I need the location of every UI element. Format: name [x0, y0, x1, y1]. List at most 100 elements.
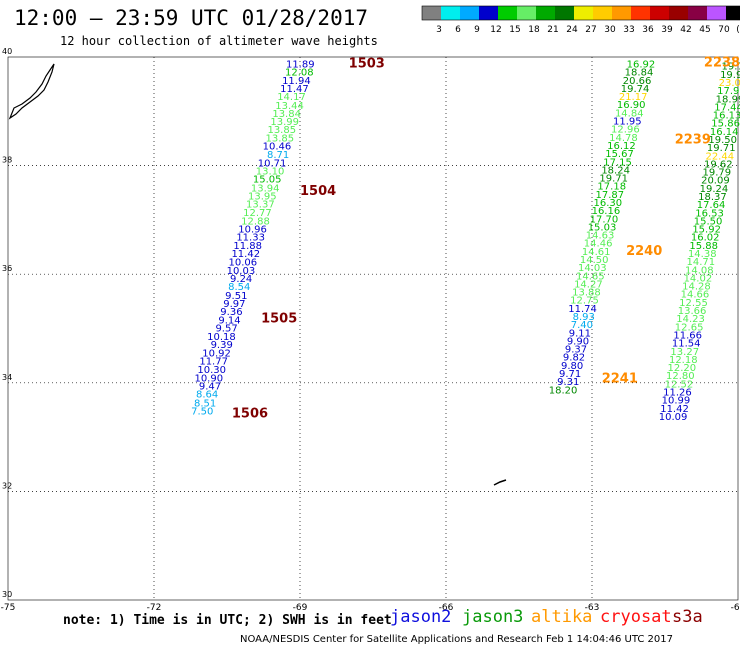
scale-swatch — [498, 6, 517, 20]
mission-altika: altika — [531, 607, 593, 627]
wave-height-value: 20.09 — [701, 176, 730, 187]
wave-height-value: 9.11 — [569, 328, 591, 339]
wave-height-value: 15.92 — [692, 225, 721, 236]
wave-height-value: 14.27 — [574, 279, 603, 290]
scale-swatch — [479, 6, 498, 20]
wave-height-value: 10.18 — [207, 332, 236, 343]
wave-height-value: 12.52 — [665, 379, 694, 390]
wave-height-value: 17.18 — [597, 182, 626, 193]
wave-height-value: 12.88 — [241, 216, 270, 227]
scale-swatch — [536, 6, 555, 20]
wave-height-value: 13.44 — [275, 101, 304, 112]
x-tick-label: -66 — [439, 603, 454, 610]
wave-height-value: 12.20 — [668, 363, 697, 374]
scale-swatch — [650, 6, 669, 20]
wave-height-value: 12.65 — [675, 322, 704, 333]
wave-height-value: 9.97 — [223, 299, 245, 310]
y-tick-label: 36 — [2, 264, 12, 273]
wave-height-value: 16.90 — [617, 100, 646, 111]
wave-height-value: 10.46 — [263, 142, 292, 153]
wave-height-value: 11.42 — [660, 404, 689, 415]
wave-height-value: 9.47 — [199, 382, 221, 393]
pass-time-label: 1505 — [261, 312, 297, 327]
y-tick-label: 40 — [2, 47, 12, 56]
wave-height-value: 12.18 — [669, 355, 698, 366]
wave-height-value: 9.82 — [563, 353, 585, 364]
y-tick-label: 32 — [2, 481, 12, 490]
wave-height-value: 8.71 — [267, 150, 289, 161]
wave-height-value: 11.94 — [282, 76, 311, 87]
scale-label: 9 — [474, 25, 480, 34]
scale-swatch — [460, 6, 479, 20]
wave-height-value: 19.50 — [708, 135, 737, 146]
wave-height-value: 16.53 — [695, 208, 724, 219]
wave-height-value: 10.92 — [202, 348, 231, 359]
wave-height-value: 16.30 — [594, 198, 623, 209]
wave-height-value: 14.17 — [277, 92, 306, 103]
wave-height-value: 12.55 — [679, 298, 708, 309]
wave-height-value: 10.09 — [659, 412, 688, 423]
wave-height-value: 17.15 — [603, 157, 632, 168]
wave-height-value: 13.95 — [248, 191, 277, 202]
wave-height-value: 13.66 — [678, 306, 707, 317]
wave-height-value: 13.94 — [251, 183, 280, 194]
wave-height-value: 19.74 — [621, 84, 650, 95]
scale-label: 36 — [642, 25, 654, 34]
scale-swatch — [631, 6, 650, 20]
wave-height-value: 14.03 — [578, 263, 607, 274]
wave-height-value: 14.78 — [609, 133, 638, 144]
scale-swatch — [574, 6, 593, 20]
wave-height-value: 17.87 — [595, 190, 624, 201]
wave-height-value: 14.28 — [682, 282, 711, 293]
wave-height-value: 13.10 — [256, 166, 285, 177]
x-tick-label: -75 — [1, 603, 16, 610]
mission-cryosat: cryosat — [600, 607, 672, 627]
scale-label: 30 — [604, 25, 616, 34]
wave-height-value: 15.67 — [605, 149, 634, 160]
wave-height-value: 18.99 — [716, 94, 740, 105]
wave-height-value: 10.96 — [238, 225, 267, 236]
wave-height-value: 17.91 — [717, 86, 740, 97]
wave-height-value: 19.24 — [700, 184, 729, 195]
scale-label: 18 — [528, 25, 540, 34]
wave-height-value: 14.63 — [586, 231, 615, 242]
scale-label: 33 — [623, 25, 634, 34]
wave-height-value: 9.37 — [565, 345, 587, 356]
page-subtitle: 12 hour collection of altimeter wave hei… — [60, 34, 378, 48]
scale-swatch — [688, 6, 707, 20]
wave-height-value: 9.51 — [225, 291, 247, 302]
wave-height-value: 14.02 — [684, 273, 713, 284]
scale-label: 6 — [455, 25, 461, 34]
pass-time-label: 2240 — [626, 244, 662, 259]
wave-height-value: 18.84 — [625, 68, 654, 79]
wave-height-value: 14.46 — [584, 239, 613, 250]
wave-height-value: 11.54 — [672, 339, 701, 350]
wave-height-value: 19.62 — [704, 159, 733, 170]
wave-height-value: 15.05 — [253, 175, 282, 186]
wave-height-chart: -75 -72 -69 -66 -63 -60 30 32 34 36 38 40 11.8912.08… — [1, 47, 740, 610]
x-tick-label: -60 — [731, 603, 740, 610]
mission-s3a: s3a — [672, 607, 703, 627]
wave-height-value: 12.08 — [285, 68, 314, 79]
scale-label: 42 — [680, 25, 691, 34]
wave-height-value: 20.66 — [623, 76, 652, 87]
wave-height-value: 23.02 — [719, 78, 740, 89]
wave-height-value: 19.73 — [722, 62, 740, 73]
wave-height-value: 17.44 — [714, 102, 740, 113]
credit-line: NOAA/NESDIS Center for Satellite Applica… — [240, 634, 673, 645]
x-tick-label: -69 — [293, 603, 308, 610]
x-tick-label: -72 — [147, 603, 162, 610]
wave-height-value: 12.96 — [611, 125, 640, 136]
pass-time-label: 1506 — [232, 407, 268, 422]
wave-height-value: 15.88 — [689, 241, 718, 252]
coastline-icon — [8, 63, 55, 120]
wave-height-value: 11.95 — [613, 117, 642, 128]
wave-height-value: 8.51 — [194, 398, 216, 409]
wave-height-value: 15.03 — [588, 222, 617, 233]
wave-height-value: 15.86 — [711, 119, 740, 130]
wave-height-value: 18.37 — [698, 192, 727, 203]
wave-height-value: 14.71 — [686, 257, 715, 268]
scale-label: 12 — [490, 25, 501, 34]
plot-frame — [7, 56, 739, 601]
scale-label: (ft) — [736, 25, 740, 34]
